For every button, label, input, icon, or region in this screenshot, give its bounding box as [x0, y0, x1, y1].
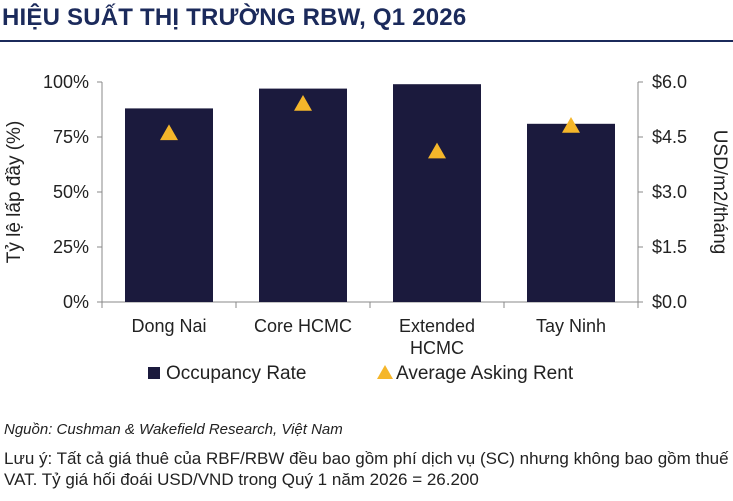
- marker-series: [160, 95, 580, 159]
- source-note: Nguồn: Cushman & Wakefield Research, Việ…: [4, 421, 343, 438]
- occupancy-bar: [125, 108, 213, 303]
- left-tick-label: 100%: [43, 72, 89, 92]
- right-axis-title: USD/m2/tháng: [709, 130, 730, 255]
- right-tick-label: $0.0: [652, 292, 687, 312]
- rent-marker: [294, 95, 312, 111]
- rent-marker: [160, 124, 178, 141]
- right-tick-label: $3.0: [652, 182, 687, 202]
- x-tick-label: Extended HCMC: [399, 316, 475, 358]
- left-axis-title: Tỷ lệ lấp đầy (%): [4, 121, 25, 264]
- x-tick-label: Dong Nai: [131, 316, 206, 336]
- legend: Occupancy Rate Average Asking Rent: [148, 363, 574, 384]
- bar-series: [125, 84, 615, 303]
- legend-label-rent: Average Asking Rent: [396, 363, 574, 384]
- rent-marker: [428, 142, 446, 159]
- left-tick-label: 75%: [53, 127, 89, 147]
- rent-marker: [562, 117, 580, 133]
- axes: 0% 25% 50% 75% 100% $0.0 $1.5 $3.0 $4.5 $6.0 Dong …: [4, 72, 730, 358]
- footnote: Lưu ý: Tất cả giá thuê của RBF/RBW đều b…: [4, 449, 729, 489]
- left-tick-label: 0%: [63, 292, 89, 312]
- occupancy-bar: [259, 88, 347, 302]
- chart: 0% 25% 50% 75% 100% $0.0 $1.5 $3.0 $4.5 $6.0 Dong …: [4, 72, 730, 384]
- left-tick-label: 25%: [53, 237, 89, 257]
- x-tick-label: Core HCMC: [254, 316, 352, 336]
- chart-title: HIỆU SUẤT THỊ TRƯỜNG RBW, Q1 2026: [2, 4, 467, 31]
- left-tick-label: 50%: [53, 182, 89, 202]
- x-tick-label: Tay Ninh: [536, 316, 606, 336]
- right-tick-label: $4.5: [652, 127, 687, 147]
- title-underline: [0, 40, 733, 42]
- legend-label-occupancy: Occupancy Rate: [166, 363, 306, 384]
- right-tick-label: $1.5: [652, 237, 687, 257]
- occupancy-bar: [527, 123, 615, 302]
- occupancy-bar: [393, 84, 481, 302]
- right-tick-label: $6.0: [652, 72, 687, 92]
- legend-swatch-occupancy: [148, 367, 160, 379]
- legend-swatch-rent: [377, 365, 393, 379]
